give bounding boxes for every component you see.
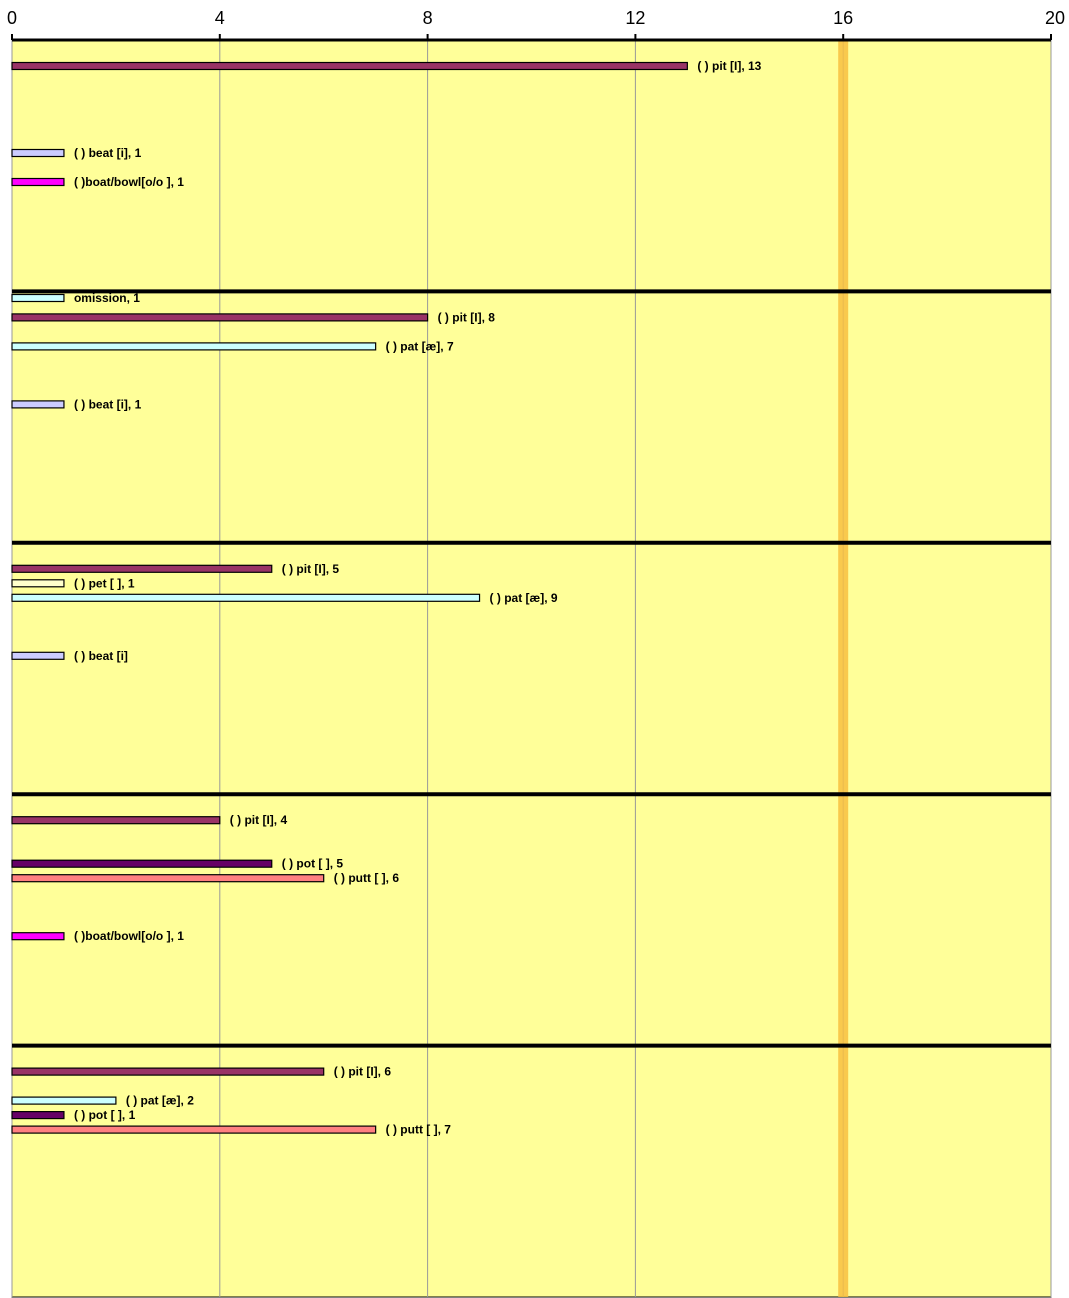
bar-labels: ( ) pit [I], 13 ( ) beat [i], 1 ( )boat/bo… bbox=[74, 59, 762, 1137]
bar-group5-pat bbox=[11, 1096, 117, 1105]
bar-label-group2-pat: ( ) pat [æ], 7 bbox=[386, 339, 454, 353]
bar-group5-putt bbox=[11, 1125, 377, 1134]
bar-group3-pet bbox=[11, 579, 65, 588]
bar-label-group5-pit: ( ) pit [I], 6 bbox=[334, 1065, 392, 1079]
bar-group4-boat bbox=[11, 932, 65, 941]
bar-group1-beat bbox=[11, 148, 65, 158]
x-tick-label-12: 12 bbox=[625, 8, 645, 28]
bar-label-group4-boat: ( )boat/bowl[o/o ], 1 bbox=[74, 929, 184, 943]
bar-label-group1-pit: ( ) pit [I], 13 bbox=[697, 59, 761, 73]
bar-label-group1-boat: ( )boat/bowl[o/o ], 1 bbox=[74, 175, 184, 189]
bar-group3-pat bbox=[11, 593, 481, 602]
bar-label-group3-pit: ( ) pit [I], 5 bbox=[282, 562, 340, 576]
bar-label-group2-pit: ( ) pit [I], 8 bbox=[438, 310, 496, 324]
x-tick-label-0: 0 bbox=[7, 8, 17, 28]
bar-label-group1-beat: ( ) beat [i], 1 bbox=[74, 146, 142, 160]
bar-label-group5-pat: ( ) pat [æ], 2 bbox=[126, 1094, 194, 1108]
bar-label-group5-putt: ( ) putt [ ], 7 bbox=[386, 1123, 452, 1137]
bar-label-group3-beat: ( ) beat [i] bbox=[74, 649, 128, 663]
x-tick-label-20: 20 bbox=[1045, 8, 1065, 28]
bar-group1-pit bbox=[11, 61, 688, 71]
x-tick-label-8: 8 bbox=[423, 8, 433, 28]
bar-label-group3-pet: ( ) pet [ ], 1 bbox=[74, 576, 135, 590]
bar-group2-pat bbox=[11, 342, 377, 351]
bar-label-group4-pot: ( ) pot [ ], 5 bbox=[282, 857, 344, 871]
bars bbox=[11, 61, 688, 1134]
bar-label-group5-pot: ( ) pot [ ], 1 bbox=[74, 1108, 136, 1122]
x-tick-label-16: 16 bbox=[833, 8, 853, 28]
x-tick-label-4: 4 bbox=[215, 8, 225, 28]
bar-group3-beat bbox=[11, 651, 65, 660]
bar-group5-pit bbox=[11, 1067, 325, 1076]
bar-group4-pit bbox=[11, 816, 221, 825]
bar-group1-boat bbox=[11, 177, 65, 187]
bar-group2-beat bbox=[11, 400, 65, 409]
bar-group5-pot bbox=[11, 1110, 65, 1120]
plot-background bbox=[11, 39, 1052, 1298]
bar-group1-omission bbox=[11, 293, 65, 303]
bar-label-group1-omission: omission, 1 bbox=[74, 291, 140, 305]
bar-label-group3-pat: ( ) pat [æ], 9 bbox=[490, 591, 558, 605]
bar-label-group2-beat: ( ) beat [i], 1 bbox=[74, 397, 142, 411]
bar-group4-pot bbox=[11, 859, 273, 868]
bar-label-group4-pit: ( ) pit [I], 4 bbox=[230, 813, 288, 827]
bar-group3-pit bbox=[11, 564, 273, 573]
plot-area bbox=[11, 39, 1052, 1298]
bar-group4-putt bbox=[11, 874, 325, 883]
reference-line-16 bbox=[838, 40, 849, 1297]
x-axis: 0 4 8 12 16 20 bbox=[7, 8, 1065, 42]
bar-group2-pit bbox=[11, 313, 429, 322]
bar-label-group4-putt: ( ) putt [ ], 6 bbox=[334, 871, 400, 885]
